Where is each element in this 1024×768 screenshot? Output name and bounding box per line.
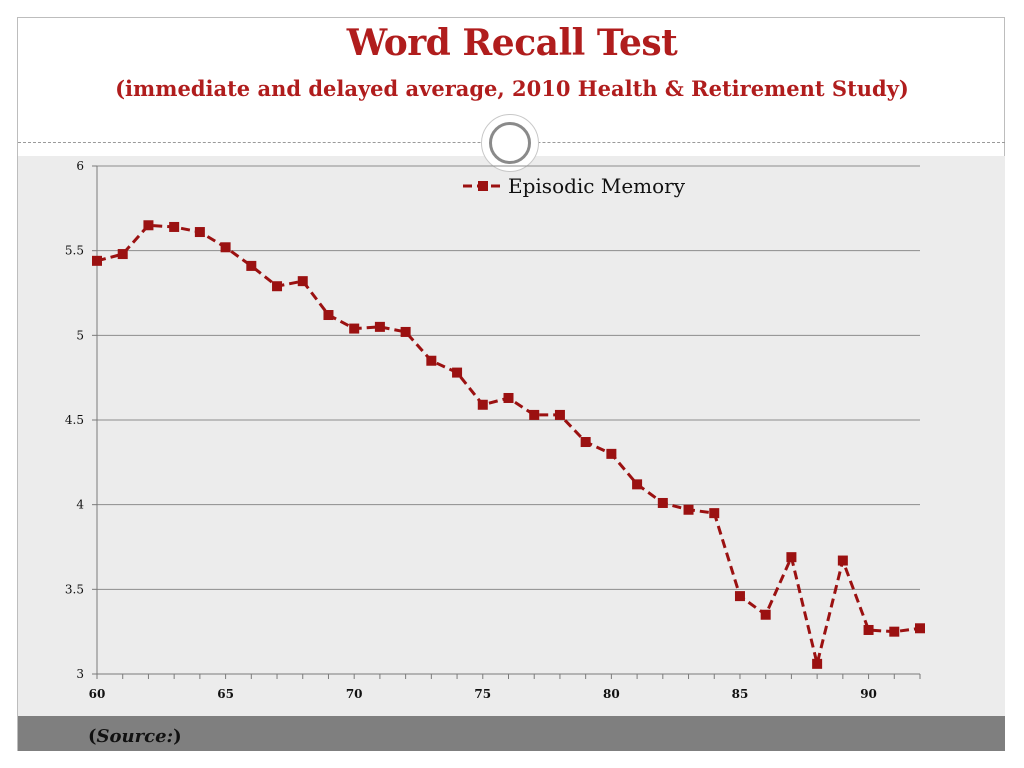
data-point	[632, 479, 643, 490]
x-tick-label: 60	[89, 687, 106, 701]
data-point	[683, 504, 694, 515]
data-point	[477, 399, 488, 410]
source-open-paren: (	[88, 726, 97, 747]
data-point	[554, 409, 565, 420]
data-point	[246, 260, 257, 271]
data-point	[349, 323, 360, 334]
y-tick-label: 4	[76, 498, 84, 512]
source-label: Source:	[96, 726, 174, 747]
data-point	[169, 221, 180, 232]
data-point	[657, 497, 668, 508]
data-point	[915, 623, 925, 634]
data-point	[400, 326, 411, 337]
y-tick-label: 3	[76, 667, 84, 681]
y-tick-label: 4.5	[65, 413, 84, 427]
x-tick-label: 85	[732, 687, 749, 701]
data-point	[709, 508, 720, 519]
data-point	[863, 624, 874, 635]
plot-background	[18, 156, 1005, 716]
data-point	[606, 448, 617, 459]
data-point	[426, 355, 437, 366]
x-tick-label: 80	[603, 687, 620, 701]
y-tick-label: 3.5	[65, 582, 84, 596]
data-point	[786, 552, 797, 563]
data-point	[117, 249, 128, 260]
source-close-paren: )	[173, 726, 182, 747]
data-point	[734, 591, 745, 602]
data-point	[143, 220, 154, 231]
data-point	[452, 367, 463, 378]
y-tick-label: 5	[76, 328, 84, 342]
source-note: (Source:)	[88, 726, 182, 747]
x-tick-label: 65	[217, 687, 234, 701]
series-line-0	[96, 223, 921, 665]
slide-title: Word Recall Test	[346, 22, 678, 64]
footer-bar	[18, 716, 1005, 751]
data-point	[812, 658, 823, 669]
legend-label: Episodic Memory	[508, 174, 686, 198]
data-point	[889, 626, 900, 637]
data-point	[194, 227, 205, 238]
data-point	[297, 276, 308, 287]
data-point	[760, 609, 771, 620]
decorative-ring-inner-icon	[489, 122, 531, 164]
legend-marker	[478, 181, 488, 191]
data-point	[580, 437, 591, 448]
y-tick-label: 6	[76, 159, 84, 173]
x-tick-label: 75	[474, 687, 491, 701]
data-point	[323, 310, 334, 321]
data-point	[503, 392, 514, 403]
data-point	[374, 321, 385, 332]
slide-subtitle: (immediate and delayed average, 2010 Hea…	[115, 76, 909, 101]
data-point	[92, 255, 102, 266]
x-tick-label: 90	[860, 687, 877, 701]
data-point	[220, 242, 231, 253]
y-tick-label: 5.5	[65, 244, 84, 258]
data-point	[272, 281, 283, 292]
x-tick-label: 70	[346, 687, 363, 701]
data-point	[837, 555, 848, 566]
data-point	[529, 409, 540, 420]
